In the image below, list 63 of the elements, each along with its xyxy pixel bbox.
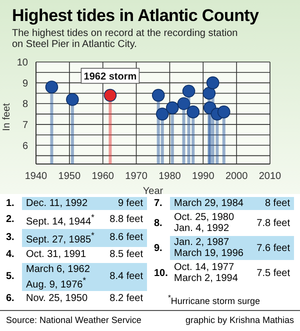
text: 7.8 feet	[256, 218, 290, 228]
source-note: Source: National Weather Service	[6, 315, 142, 325]
text: 7.6 feet	[256, 242, 290, 254]
text: March 29, 1984	[174, 198, 244, 208]
text: Oct. 25, 1980 Jan. 4, 1992	[174, 212, 236, 234]
point	[177, 97, 190, 110]
y-tick-label: 10	[16, 58, 28, 69]
point	[45, 80, 58, 94]
text: March 6, 1962 Aug. 9, 1976$^{*}$	[26, 264, 91, 290]
text: 8.	[154, 218, 164, 228]
y-tick-label: 6	[22, 140, 28, 152]
text: Sept. 14, 1944$^{*}$	[26, 212, 96, 228]
x-tick-label: 2000	[225, 171, 248, 182]
text: 10.	[154, 268, 169, 278]
text: 5.	[6, 271, 16, 282]
text: Nov. 25, 1950	[26, 293, 89, 304]
text: 7.	[154, 198, 164, 208]
text: $^{*}$Hurricane storm surge	[168, 293, 260, 306]
x-tick-label: 1990	[192, 171, 215, 182]
text: 8.4 feet	[110, 271, 143, 282]
text: Sept. 27, 1985$^{*}$	[26, 230, 96, 246]
point	[152, 88, 165, 102]
x-axis-title: Year	[142, 186, 164, 197]
annotation: 1962 storm	[84, 71, 137, 82]
y-axis-title: In feet	[2, 102, 13, 131]
text: Jan. 2, 1987 March 19, 1996	[174, 237, 244, 259]
text: Dec. 11, 1992	[26, 198, 89, 208]
y-tick-label: 8	[22, 99, 28, 110]
point	[166, 101, 179, 114]
text: 9.	[154, 242, 164, 254]
text: 3.	[6, 232, 16, 244]
x-tick-label: 2010	[258, 171, 282, 182]
chart-subtitle: The highest tides on record at the recording station on Steel Pier in Atlantic City.	[12, 28, 239, 50]
x-tick-label: 1950	[58, 171, 81, 182]
point	[66, 93, 79, 106]
point	[156, 108, 169, 120]
point	[206, 76, 220, 90]
point	[186, 106, 200, 118]
x-tick-label: 1970	[125, 171, 148, 182]
text: 8.6 feet	[110, 232, 143, 244]
text: 1.	[6, 198, 16, 208]
text: 2.	[6, 214, 16, 226]
text: Oct. 31, 1991	[26, 249, 88, 260]
y-tick-label: 7	[22, 120, 28, 131]
text: 8.5 feet	[110, 249, 143, 260]
x-tick-label: 1940	[24, 171, 48, 182]
point	[182, 84, 196, 98]
text: 8 feet	[264, 198, 290, 208]
point	[202, 86, 216, 100]
text: graphic by Krishna Mathias	[185, 315, 294, 325]
text: 7.5 feet	[256, 268, 290, 278]
x-tick-label: 1980	[158, 171, 182, 182]
text: Oct. 14, 1977 March 2, 1994	[174, 262, 239, 284]
x-tick-label: 1960	[92, 171, 114, 182]
point	[104, 88, 117, 102]
text: 6.	[6, 293, 16, 304]
point	[217, 106, 230, 118]
text: 8.2 feet	[110, 293, 143, 304]
chart-title: Highest tides in Atlantic County	[12, 6, 259, 26]
text: 9 feet	[118, 198, 143, 208]
text: 4.	[6, 249, 16, 260]
y-tick-label: 9	[22, 78, 28, 90]
text: 8.8 feet	[110, 214, 143, 226]
